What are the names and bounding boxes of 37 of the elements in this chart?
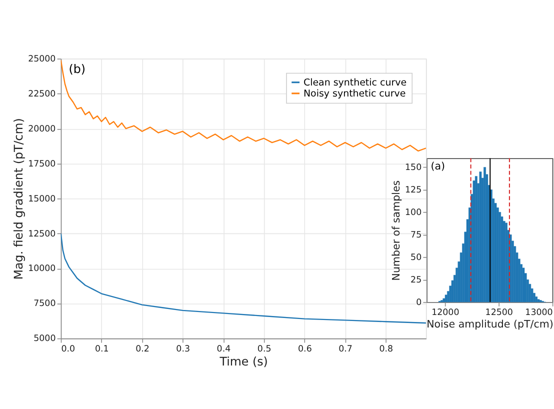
y-tick-label: 100 [405, 208, 422, 218]
y-tick-label: 75 [410, 230, 422, 240]
y-tick-label: 10000 [28, 264, 56, 274]
y-tick-label: 7500 [34, 299, 56, 310]
x-axis-title: Noise amplitude (pT/cm) [426, 318, 554, 331]
x-tick-label: 0.1 [94, 344, 109, 354]
x-tick-label: 0.2 [136, 344, 150, 354]
line-series [60, 59, 426, 152]
x-tick-label: 0.8 [379, 344, 394, 354]
annotation: (b) [68, 62, 86, 76]
x-tick-label: 13000 [525, 308, 553, 318]
legend-label: Clean synthetic curve [303, 78, 407, 89]
y-tick-label: 17500 [28, 159, 56, 170]
x-tick-label: 0.4 [216, 344, 232, 354]
x-tick-label: 12500 [485, 308, 513, 318]
x-tick-label: 0.7 [338, 344, 352, 354]
x-tick-label: 0.5 [257, 344, 272, 354]
x-tick-label: 12000 [432, 308, 460, 318]
x-tick-label: 0.6 [298, 344, 312, 354]
x-tick-label: 0.3 [176, 344, 190, 354]
y-tick-label: 150 [405, 162, 422, 173]
legend-label: Noisy synthetic curve [303, 88, 406, 100]
y-tick-label: 22500 [28, 89, 56, 100]
x-tick-label: 0.0 [61, 344, 76, 354]
y-tick-label: 50 [410, 252, 422, 263]
y-tick-label: 15000 [28, 194, 56, 204]
y-tick-label: 0 [416, 298, 422, 308]
y-tick-label: 25000 [28, 54, 56, 64]
y-tick-label: 25 [410, 275, 422, 286]
y-axis-title: Number of samples [390, 180, 402, 281]
y-tick-label: 5000 [34, 334, 56, 344]
annotation: (a) [430, 160, 446, 172]
x-axis-title: Time (s) [218, 354, 268, 369]
y-tick-label: 12500 [28, 229, 56, 240]
y-tick-label: 125 [405, 185, 422, 196]
y-tick-label: 20000 [28, 124, 56, 134]
y-axis-title: Mag. field gradient (pT/cm) [12, 118, 26, 280]
